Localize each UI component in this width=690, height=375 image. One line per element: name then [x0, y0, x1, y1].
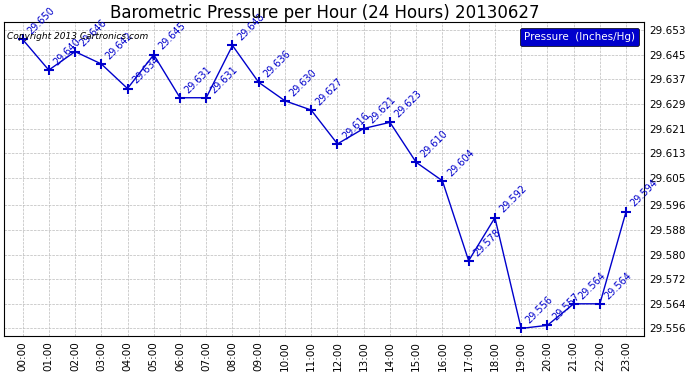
Text: 29.604: 29.604 — [445, 147, 476, 178]
Text: 29.556: 29.556 — [524, 294, 555, 326]
Text: 29.634: 29.634 — [130, 55, 161, 86]
Text: 29.578: 29.578 — [471, 227, 502, 258]
Text: 29.594: 29.594 — [629, 178, 660, 209]
Text: 29.621: 29.621 — [366, 95, 397, 126]
Text: 29.627: 29.627 — [314, 76, 345, 107]
Text: 29.631: 29.631 — [209, 64, 240, 95]
Text: 29.557: 29.557 — [550, 291, 582, 322]
Text: 29.564: 29.564 — [576, 270, 607, 301]
Text: 29.642: 29.642 — [104, 30, 135, 61]
Text: 29.648: 29.648 — [235, 12, 266, 43]
Text: 29.650: 29.650 — [26, 6, 57, 36]
Text: 29.640: 29.640 — [52, 36, 83, 67]
Text: 29.630: 29.630 — [288, 67, 319, 98]
Text: 29.610: 29.610 — [419, 129, 450, 159]
Title: Barometric Pressure per Hour (24 Hours) 20130627: Barometric Pressure per Hour (24 Hours) … — [110, 4, 539, 22]
Text: 29.623: 29.623 — [393, 88, 424, 120]
Text: 29.592: 29.592 — [497, 184, 529, 215]
Text: 29.646: 29.646 — [78, 18, 109, 49]
Text: 29.564: 29.564 — [602, 270, 633, 301]
Text: 29.616: 29.616 — [340, 110, 371, 141]
Text: 29.636: 29.636 — [262, 49, 293, 80]
Text: 29.645: 29.645 — [157, 21, 188, 52]
Text: 29.631: 29.631 — [183, 64, 214, 95]
Legend: Pressure  (Inches/Hg): Pressure (Inches/Hg) — [520, 28, 639, 46]
Text: Copyright 2013 Cartronics.com: Copyright 2013 Cartronics.com — [8, 32, 148, 41]
